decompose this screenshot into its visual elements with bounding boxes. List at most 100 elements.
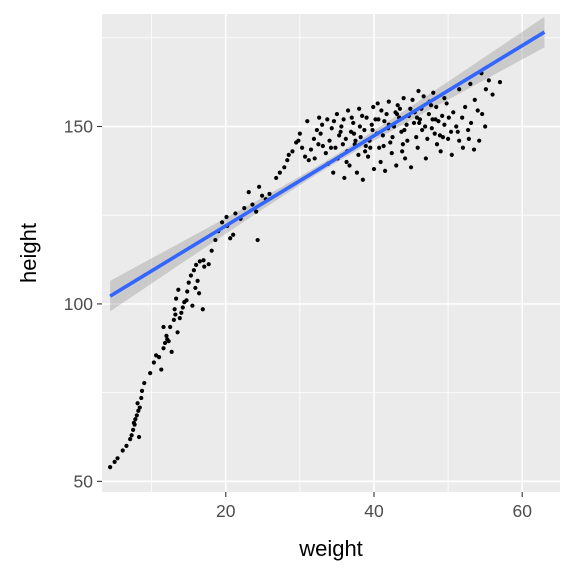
data-point — [428, 103, 434, 108]
data-point — [388, 140, 393, 145]
data-point — [166, 339, 171, 344]
data-point — [151, 360, 156, 365]
data-point — [323, 151, 328, 156]
data-point — [356, 152, 361, 157]
data-point — [325, 117, 330, 122]
data-point — [370, 127, 375, 133]
data-point — [179, 310, 184, 315]
data-point — [180, 305, 185, 310]
data-point — [415, 145, 420, 150]
data-point — [213, 237, 218, 243]
data-point — [169, 349, 174, 354]
data-point — [408, 106, 413, 111]
data-point — [131, 420, 136, 425]
data-point — [129, 433, 134, 438]
data-point — [172, 307, 177, 312]
data-point — [108, 465, 113, 470]
data-point — [201, 258, 206, 263]
data-point — [339, 124, 344, 129]
data-point — [196, 291, 202, 296]
y-tick-label: 50 — [74, 471, 94, 491]
y-axis-title: height — [16, 223, 41, 283]
data-point — [466, 136, 471, 142]
data-point — [440, 135, 446, 140]
data-point — [173, 312, 178, 317]
data-point — [431, 90, 436, 95]
data-point — [405, 138, 410, 143]
data-point — [414, 115, 420, 120]
data-point — [449, 152, 454, 157]
data-point — [305, 119, 310, 124]
data-point — [455, 129, 460, 134]
data-point — [347, 163, 352, 168]
grid-lines — [102, 14, 560, 492]
data-point — [139, 388, 145, 393]
data-point — [371, 104, 376, 110]
data-point — [471, 147, 477, 152]
data-point — [390, 135, 395, 140]
data-point — [285, 158, 290, 163]
data-point — [404, 122, 409, 127]
data-point — [423, 124, 428, 129]
data-point — [400, 149, 405, 154]
data-point — [131, 427, 136, 432]
data-point — [231, 232, 236, 237]
data-point — [320, 143, 325, 149]
data-point — [329, 126, 334, 131]
data-point — [457, 87, 462, 92]
data-point — [451, 110, 456, 115]
data-point — [448, 129, 454, 134]
data-point — [340, 142, 345, 147]
data-point — [403, 156, 408, 161]
data-point — [411, 120, 417, 126]
data-point — [417, 120, 422, 126]
y-tick-label: 150 — [64, 116, 93, 136]
data-point — [384, 111, 389, 117]
data-point — [363, 143, 368, 149]
data-point — [394, 163, 399, 168]
data-point — [378, 159, 383, 165]
data-point — [290, 149, 295, 154]
data-point — [383, 168, 388, 173]
data-point — [365, 154, 371, 159]
data-point — [254, 209, 259, 214]
data-point — [259, 193, 265, 198]
data-point — [381, 143, 386, 149]
data-point — [343, 136, 348, 142]
data-point — [377, 145, 382, 150]
data-point — [342, 175, 347, 181]
data-point — [320, 122, 325, 127]
data-point — [466, 127, 471, 133]
data-point — [184, 298, 189, 303]
data-point — [426, 111, 431, 117]
data-point — [206, 262, 211, 267]
data-point — [371, 166, 377, 172]
data-point — [162, 340, 168, 346]
data-point — [333, 145, 338, 150]
data-point — [142, 380, 147, 386]
data-point — [302, 154, 308, 159]
data-point — [432, 131, 437, 136]
data-point — [420, 127, 425, 133]
data-point — [429, 126, 434, 131]
x-tick-label: 20 — [216, 501, 236, 521]
data-point — [416, 88, 421, 94]
data-point — [360, 177, 365, 182]
data-point — [136, 434, 142, 440]
data-point — [364, 115, 369, 120]
data-point — [421, 94, 426, 99]
data-point — [468, 81, 473, 87]
data-point — [190, 303, 195, 308]
axes-group: 20 40 60 50 100 150 — [64, 116, 532, 521]
data-point — [286, 152, 291, 157]
data-point — [402, 127, 407, 133]
data-point — [486, 78, 491, 83]
data-point — [185, 289, 190, 294]
data-point — [408, 165, 414, 170]
data-point — [120, 448, 125, 453]
data-point — [362, 149, 368, 154]
data-point — [369, 122, 374, 127]
data-point — [357, 124, 362, 129]
data-point — [460, 115, 465, 120]
data-point — [308, 147, 314, 152]
